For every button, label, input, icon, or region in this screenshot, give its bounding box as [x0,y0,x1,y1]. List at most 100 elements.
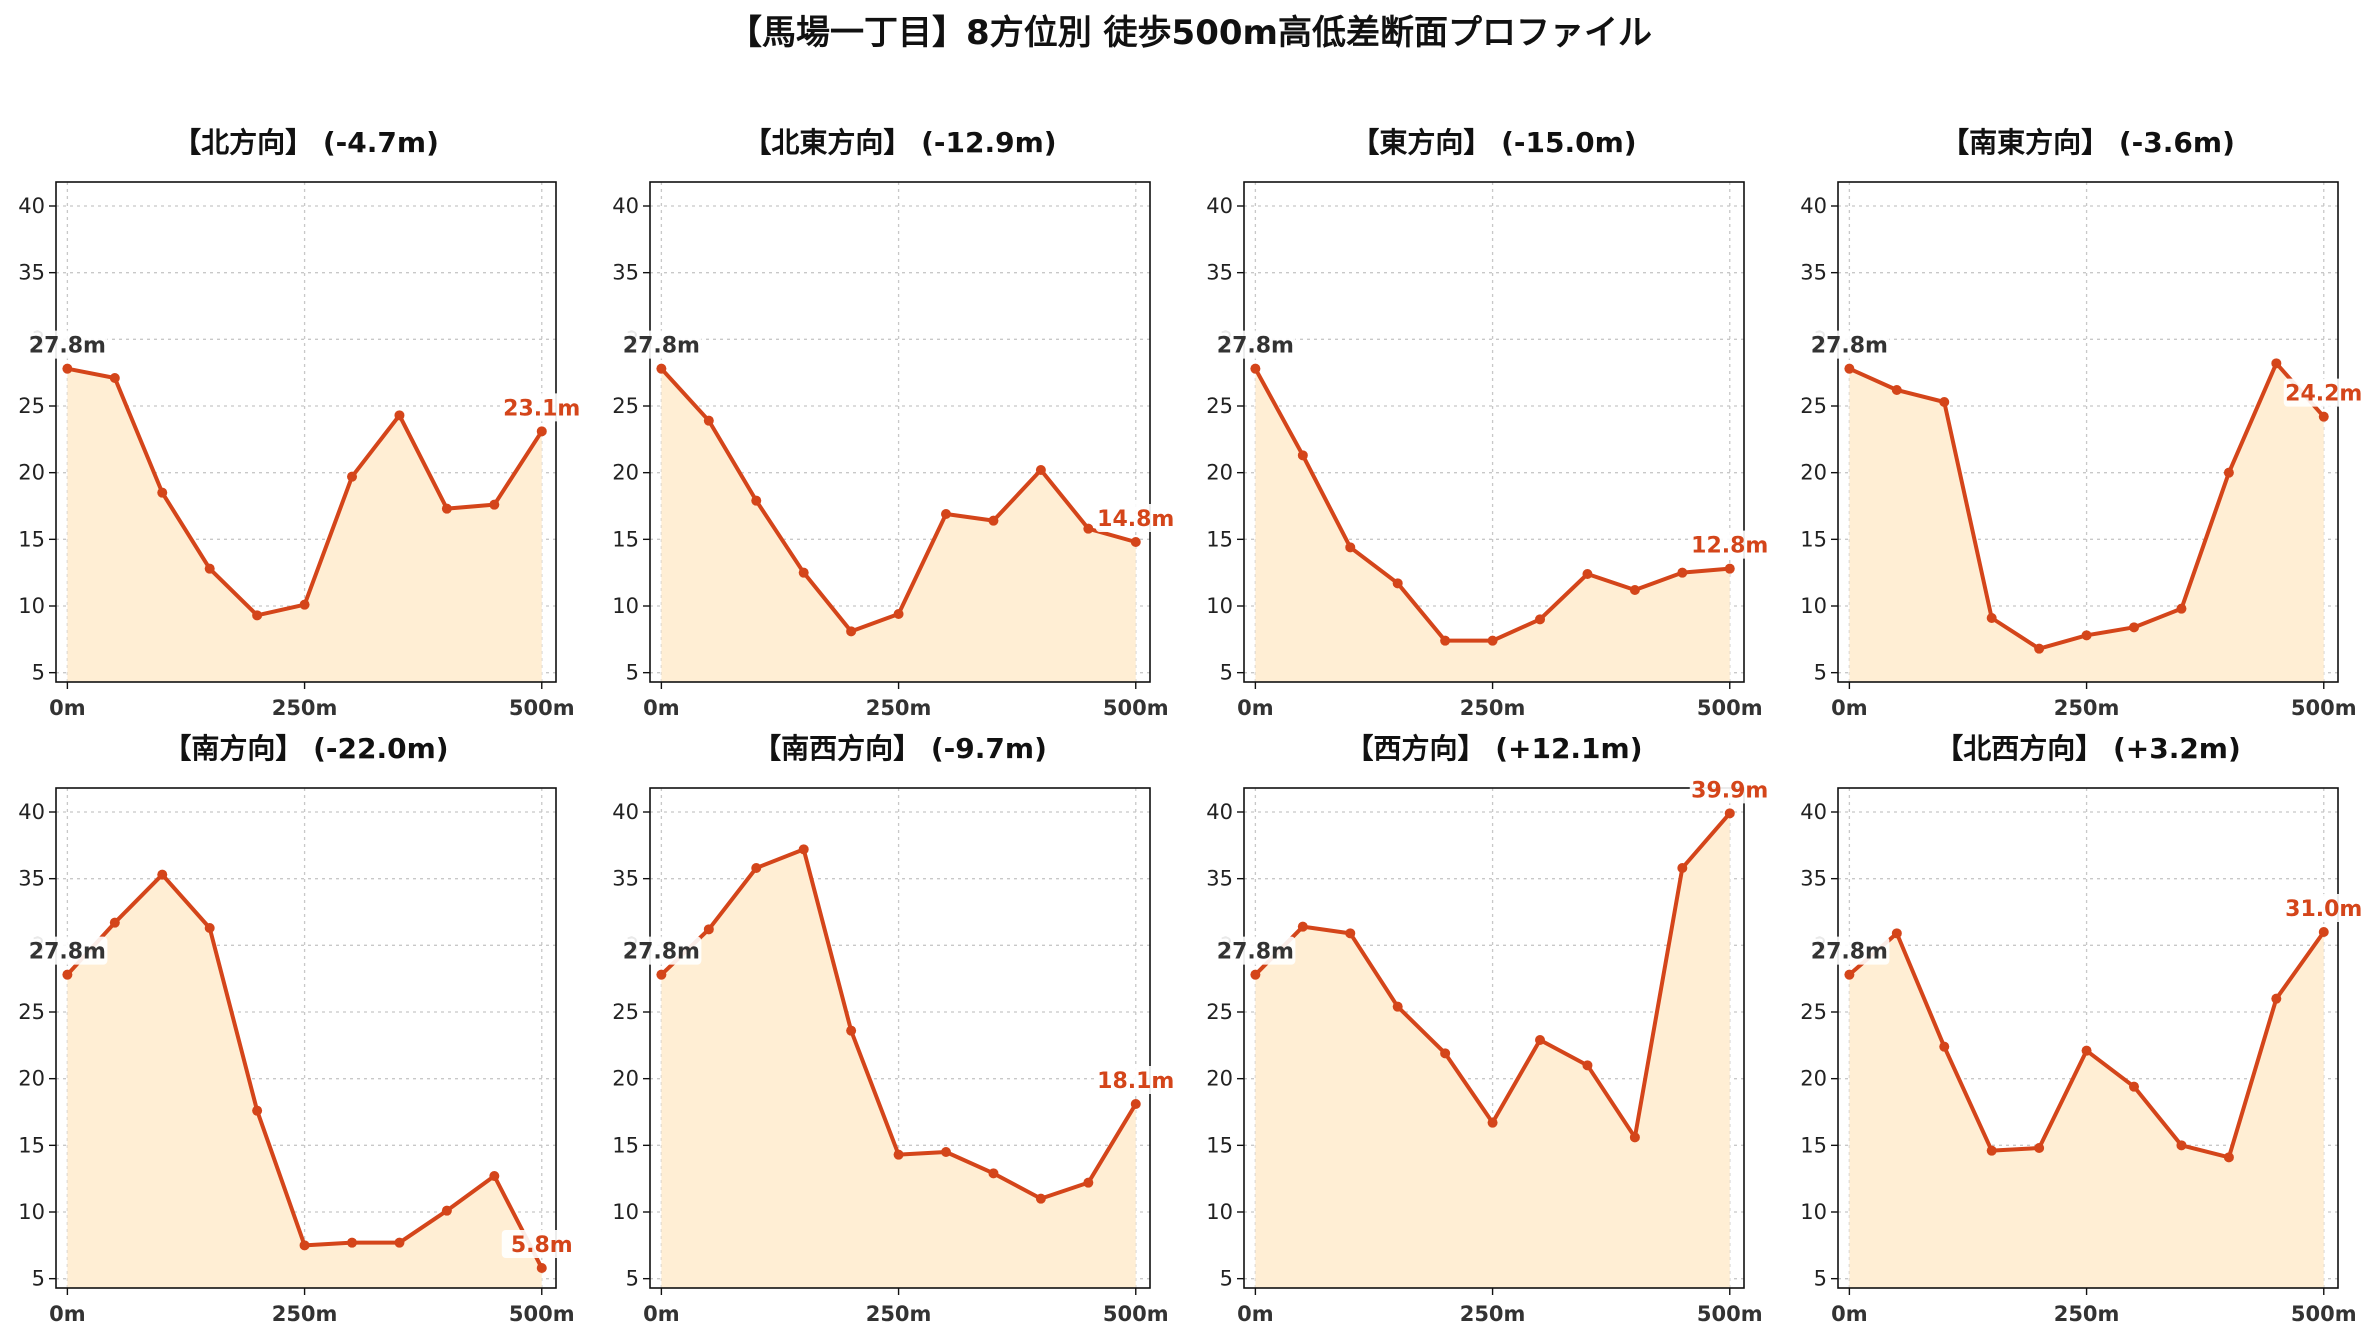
elevation-point [299,1240,310,1251]
x-tick-label: 500m [509,696,575,720]
elevation-point [1844,363,1855,374]
x-tick-label: 250m [1460,696,1526,720]
elevation-point [394,410,405,421]
profile-panel: 【南西方向】 (-9.7m)510152025335400m250m500m27… [612,732,1176,1326]
x-tick-label: 500m [1697,1302,1763,1326]
end-label-box [501,1230,582,1258]
y-tick-label: 5 [1814,661,1827,685]
start-elevation-label: 27.8m [1217,334,1294,359]
elevation-area [67,368,542,682]
elevation-point [1083,1177,1094,1188]
end-label-box [1689,530,1770,559]
profile-panel: 【北東方向】 (-12.9m)510152025335400m250m500m2… [612,126,1176,720]
axes-frame [649,181,1151,683]
elevation-point [893,1149,904,1160]
elevation-point [109,917,120,928]
start-elevation-label: 27.8m [1811,334,1888,359]
elevation-point [1939,1041,1950,1052]
elevation-point [1535,1035,1546,1045]
y-tick-label: 25 [1206,394,1233,418]
start-elevation-label: 27.8m [29,940,106,965]
end-elevation-label: 23.1m [503,396,580,421]
elevation-point [1891,928,1902,939]
elevation-area [1849,932,2324,1288]
elevation-point [798,567,809,578]
elevation-point [1986,1145,1997,1156]
elevation-point [893,609,904,619]
elevation-area [661,849,1136,1288]
start-elevation-label: 27.8m [1217,940,1294,965]
elevation-point [1297,921,1308,932]
elevation-point [1345,928,1356,939]
y-tick-label: 40 [612,194,639,218]
elevation-point [489,1171,500,1181]
elevation-point [536,1263,547,1273]
y-tick-label: 10 [1800,1200,1827,1224]
elevation-point [988,515,999,526]
elevation-area [1255,813,1730,1288]
x-tick-label: 0m [1237,696,1274,720]
panel-title: 【北方向】 (-4.7m) [173,126,439,159]
elevation-point [1130,1099,1141,1109]
elevation-point [204,563,215,574]
y-tick-label: 35 [612,867,639,891]
elevation-point [1130,537,1141,547]
start-elevation-label: 27.8m [623,940,700,965]
y-tick-label: 25 [612,1000,639,1024]
elevation-point [2176,603,2187,614]
elevation-point [656,363,667,374]
elevation-point [2129,1081,2140,1092]
y-tick-label: 20 [1206,1067,1233,1091]
elevation-point [1891,385,1902,395]
end-elevation-label: 12.8m [1691,534,1768,559]
elevation-point [1487,635,1498,646]
x-tick-label: 0m [1831,696,1868,720]
y-tick-label: 35 [1800,261,1827,285]
y-tick-label: 40 [1800,800,1827,824]
elevation-point [62,363,73,374]
elevation-point [1250,363,1261,374]
panel-title: 【南方向】 (-22.0m) [163,732,448,765]
elevation-point [1986,613,1997,623]
elevation-point [656,969,667,980]
y-tick-label: 25 [1800,1000,1827,1024]
axes-frame [1837,787,2339,1289]
y-tick-label: 5 [626,661,639,685]
elevation-point [1035,1193,1046,1204]
panel-title: 【西方向】 (+12.1m) [1345,732,1642,765]
elevation-point [2223,1152,2234,1163]
y-tick-label: 5 [32,661,45,685]
start-label-box [27,936,108,965]
y-tick-label: 10 [1800,594,1827,618]
y-tick-label: 25 [612,394,639,418]
elevation-point [2034,643,2045,654]
elevation-point [2129,622,2140,633]
elevation-point [1939,397,1950,407]
y-tick-label: 20 [612,461,639,485]
y-tick-label: 40 [1206,800,1233,824]
elevation-point [1440,1048,1451,1059]
y-tick-label: 20 [1206,461,1233,485]
elevation-point [2223,467,2234,478]
start-label-box [1215,330,1296,359]
elevation-point [1250,969,1261,980]
elevation-point [2318,927,2329,937]
y-tick-label: 10 [1206,1200,1233,1224]
y-tick-label: 35 [612,261,639,285]
elevation-point [1392,578,1403,589]
x-tick-label: 500m [1103,696,1169,720]
elevation-point [941,509,952,519]
y-tick-label: 25 [1206,1000,1233,1024]
y-tick-label: 40 [612,800,639,824]
x-tick-label: 250m [272,1302,338,1326]
elevation-point [1083,523,1094,534]
elevation-point [1629,585,1640,595]
x-tick-label: 0m [1237,1302,1274,1326]
elevation-point [1440,635,1451,646]
profile-panel: 【南東方向】 (-3.6m)510152025335400m250m500m27… [1800,126,2364,720]
y-tick-label: 10 [612,1200,639,1224]
y-tick-label: 25 [18,1000,45,1024]
elevation-point [1629,1132,1640,1143]
elevation-point [2081,630,2092,641]
